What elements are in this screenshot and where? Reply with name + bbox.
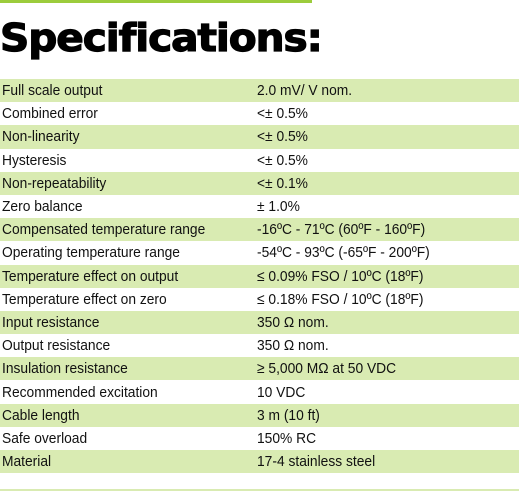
- spec-label-text: Insulation resistance: [2, 360, 128, 378]
- spec-row-non-linearity: Non-linearity <± 0.5%: [0, 125, 519, 149]
- spec-value: -54ºC - 93ºC (-65ºF - 200ºF): [255, 241, 519, 265]
- spec-label: Hysteresis: [0, 148, 255, 172]
- spec-value: 150% RC: [255, 426, 519, 450]
- spec-value-text: <± 0.1%: [257, 174, 308, 192]
- spec-value-text: ≥ 5,000 MΩ at 50 VDC: [257, 360, 397, 378]
- top-accent-rule: [0, 0, 312, 3]
- spec-row-temperature-effect-on-output: Temperature effect on output ≤ 0.09% FSO…: [0, 264, 519, 288]
- spec-value: <± 0.5%: [255, 148, 519, 172]
- spec-row-combined-error: Combined error <± 0.5%: [0, 102, 519, 126]
- spec-label-text: Temperature effect on output: [2, 267, 179, 285]
- spec-value: 10 VDC: [255, 380, 519, 404]
- spec-label-text: Full scale output: [2, 82, 103, 100]
- spec-row-safe-overload: Safe overload 150% RC: [0, 426, 519, 450]
- specifications-table-body: Full scale output 2.0 mV/ V nom. Combine…: [0, 79, 519, 474]
- spec-value-text: 2.0 mV/ V nom.: [257, 82, 353, 100]
- spec-value-text: -16ºC - 71ºC (60ºF - 160ºF): [257, 221, 426, 239]
- spec-label-text: Input resistance: [2, 313, 100, 331]
- bottom-rule: [0, 489, 519, 491]
- spec-value: 2.0 mV/ V nom.: [255, 79, 519, 103]
- spec-value-text: ± 1.0%: [257, 198, 300, 216]
- spec-label-text: Operating temperature range: [2, 244, 180, 262]
- spec-row-temperature-effect-on-zero: Temperature effect on zero ≤ 0.18% FSO /…: [0, 287, 519, 311]
- spec-label: Safe overload: [0, 426, 255, 450]
- spec-row-hysteresis: Hysteresis <± 0.5%: [0, 148, 519, 172]
- spec-value-text: <± 0.5%: [257, 151, 308, 169]
- spec-row-cable-length: Cable length 3 m (10 ft): [0, 403, 519, 427]
- spec-value: <± 0.5%: [255, 125, 519, 149]
- spec-label-text: Recommended excitation: [2, 383, 158, 401]
- spec-row-full-scale-output: Full scale output 2.0 mV/ V nom.: [0, 79, 519, 103]
- spec-value-text: 350 Ω nom.: [257, 313, 329, 331]
- spec-value: ≤ 0.09% FSO / 10ºC (18ºF): [255, 264, 519, 288]
- spec-label-text: Temperature effect on zero: [2, 290, 167, 308]
- spec-value-text: <± 0.5%: [257, 128, 308, 146]
- spec-label-text: Material: [2, 453, 52, 471]
- spec-value: -16ºC - 71ºC (60ºF - 160ºF): [255, 218, 519, 242]
- spec-label: Cable length: [0, 403, 255, 427]
- spec-row-recommended-excitation: Recommended excitation 10 VDC: [0, 380, 519, 404]
- spec-label: Full scale output: [0, 79, 255, 103]
- specifications-table: Full scale output 2.0 mV/ V nom. Combine…: [0, 79, 519, 474]
- spec-row-zero-balance: Zero balance ± 1.0%: [0, 194, 519, 219]
- spec-label-text: Hysteresis: [2, 151, 67, 169]
- spec-value-text: 17-4 stainless steel: [257, 453, 376, 471]
- spec-label: Temperature effect on output: [0, 264, 255, 288]
- spec-label-text: Non-repeatability: [2, 174, 107, 192]
- spec-label: Output resistance: [0, 334, 255, 358]
- spec-label: Compensated temperature range: [0, 218, 255, 242]
- spec-row-output-resistance: Output resistance 350 Ω nom.: [0, 334, 519, 358]
- spec-row-non-repeatability: Non-repeatability <± 0.1%: [0, 171, 519, 195]
- spec-row-input-resistance: Input resistance 350 Ω nom.: [0, 310, 519, 335]
- spec-label: Input resistance: [0, 310, 255, 335]
- spec-value-text: -54ºC - 93ºC (-65ºF - 200ºF): [257, 244, 430, 262]
- spec-value-text: <± 0.5%: [257, 105, 308, 123]
- spec-label: Zero balance: [0, 194, 255, 219]
- spec-label: Operating temperature range: [0, 241, 255, 265]
- spec-row-material: Material 17-4 stainless steel: [0, 450, 519, 474]
- spec-label-text: Non-linearity: [2, 128, 80, 146]
- spec-label-text: Cable length: [2, 406, 80, 424]
- spec-value-text: 350 Ω nom.: [257, 337, 329, 355]
- spec-value: ≤ 0.18% FSO / 10ºC (18ºF): [255, 287, 519, 311]
- spec-value: 350 Ω nom.: [255, 310, 519, 335]
- spec-label: Non-repeatability: [0, 171, 255, 195]
- spec-label-text: Safe overload: [2, 429, 88, 447]
- spec-value-text: 10 VDC: [257, 383, 306, 401]
- spec-value: 3 m (10 ft): [255, 403, 519, 427]
- spec-value-text: 150% RC: [257, 429, 317, 447]
- spec-label: Combined error: [0, 102, 255, 126]
- spec-value: 350 Ω nom.: [255, 334, 519, 358]
- spec-label-text: Output resistance: [2, 337, 111, 355]
- spec-label: Non-linearity: [0, 125, 255, 149]
- spec-value: ≥ 5,000 MΩ at 50 VDC: [255, 357, 519, 381]
- spec-value: 17-4 stainless steel: [255, 450, 519, 474]
- page-title: Specifications:: [0, 15, 324, 60]
- spec-row-insulation-resistance: Insulation resistance ≥ 5,000 MΩ at 50 V…: [0, 357, 519, 381]
- spec-label: Recommended excitation: [0, 380, 255, 404]
- spec-value-text: ≤ 0.09% FSO / 10ºC (18ºF): [257, 267, 424, 285]
- spec-value: <± 0.5%: [255, 102, 519, 126]
- spec-label: Insulation resistance: [0, 357, 255, 381]
- spec-label-text: Combined error: [2, 105, 98, 123]
- spec-label-text: Zero balance: [2, 198, 83, 216]
- spec-row-operating-temperature-range: Operating temperature range -54ºC - 93ºC…: [0, 241, 519, 265]
- spec-label-text: Compensated temperature range: [2, 221, 206, 239]
- spec-value-text: ≤ 0.18% FSO / 10ºC (18ºF): [257, 290, 424, 308]
- spec-value: <± 0.1%: [255, 171, 519, 195]
- spec-value-text: 3 m (10 ft): [257, 406, 320, 424]
- spec-label: Temperature effect on zero: [0, 287, 255, 311]
- spec-row-compensated-temperature-range: Compensated temperature range -16ºC - 71…: [0, 218, 519, 242]
- spec-value: ± 1.0%: [255, 194, 519, 219]
- spec-label: Material: [0, 450, 255, 474]
